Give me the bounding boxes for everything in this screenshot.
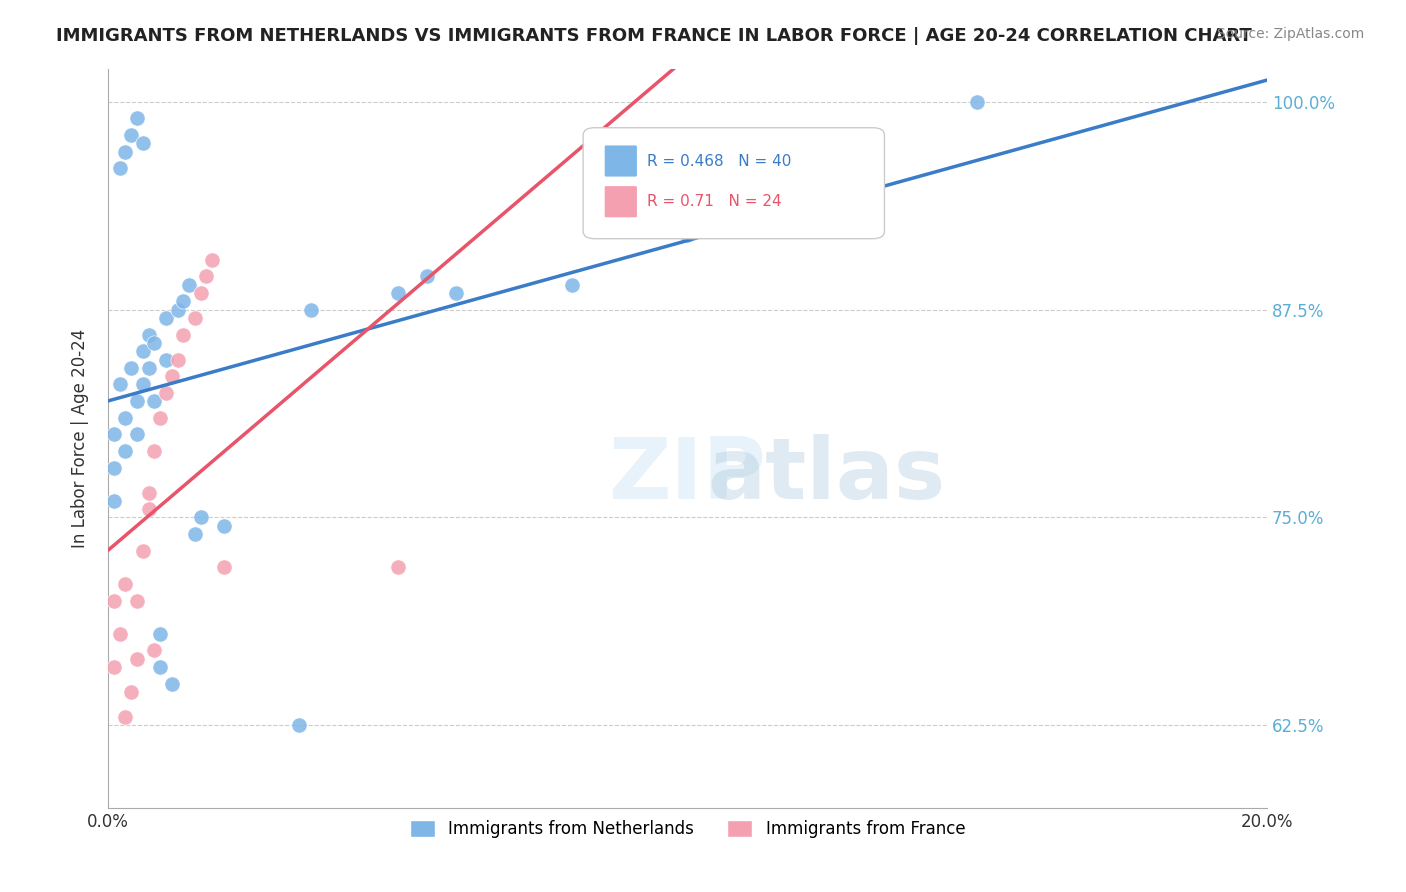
Point [155,385,177,400]
Point [288,718,311,732]
Point [387,285,409,300]
Point [125,652,148,666]
Point [155,352,177,367]
Point [195,269,218,284]
Point [138,360,160,375]
Point [143,394,166,409]
Point [415,269,437,284]
Point [299,302,322,317]
Point [561,277,583,292]
Point [114,577,136,591]
Point [120,685,142,699]
Text: R = 0.468   N = 40: R = 0.468 N = 40 [647,153,792,169]
Point [114,145,136,159]
Text: Source: ZipAtlas.com: Source: ZipAtlas.com [1216,27,1364,41]
Point [172,294,194,309]
Point [103,427,125,442]
Point [212,518,235,533]
FancyBboxPatch shape [583,128,884,239]
Point [190,510,212,524]
Point [179,277,201,292]
Point [160,369,183,384]
Point [108,377,131,392]
Legend: Immigrants from Netherlands, Immigrants from France: Immigrants from Netherlands, Immigrants … [404,813,972,845]
Point [114,410,136,425]
Text: ZIP: ZIP [609,434,766,517]
Point [184,310,207,325]
Point [143,444,166,458]
Point [120,360,142,375]
Point [125,112,148,126]
Point [966,95,988,109]
Point [444,285,467,300]
Point [125,394,148,409]
Text: atlas: atlas [707,434,946,517]
Point [103,660,125,674]
Point [166,302,188,317]
Point [149,410,172,425]
Point [149,627,172,641]
Point [103,493,125,508]
Point [676,227,699,242]
Point [172,327,194,342]
Point [143,643,166,657]
Point [149,660,172,674]
Point [132,543,155,558]
Point [108,161,131,176]
Point [120,128,142,142]
Point [103,593,125,607]
Point [125,593,148,607]
Point [792,161,814,176]
Point [201,252,224,267]
Point [103,460,125,475]
Point [114,710,136,724]
Point [155,310,177,325]
FancyBboxPatch shape [605,145,637,178]
FancyBboxPatch shape [605,186,637,218]
Point [190,285,212,300]
Point [166,352,188,367]
Point [125,427,148,442]
Y-axis label: In Labor Force | Age 20-24: In Labor Force | Age 20-24 [72,329,89,548]
Point [138,327,160,342]
Text: IMMIGRANTS FROM NETHERLANDS VS IMMIGRANTS FROM FRANCE IN LABOR FORCE | AGE 20-24: IMMIGRANTS FROM NETHERLANDS VS IMMIGRANT… [56,27,1251,45]
Point [132,377,155,392]
Point [132,344,155,359]
Point [387,560,409,574]
Point [138,502,160,516]
Point [114,444,136,458]
Point [108,627,131,641]
Point [132,136,155,151]
Text: R = 0.71   N = 24: R = 0.71 N = 24 [647,194,782,210]
Point [212,560,235,574]
Point [184,527,207,541]
Point [138,485,160,500]
Point [143,335,166,350]
Point [160,677,183,691]
